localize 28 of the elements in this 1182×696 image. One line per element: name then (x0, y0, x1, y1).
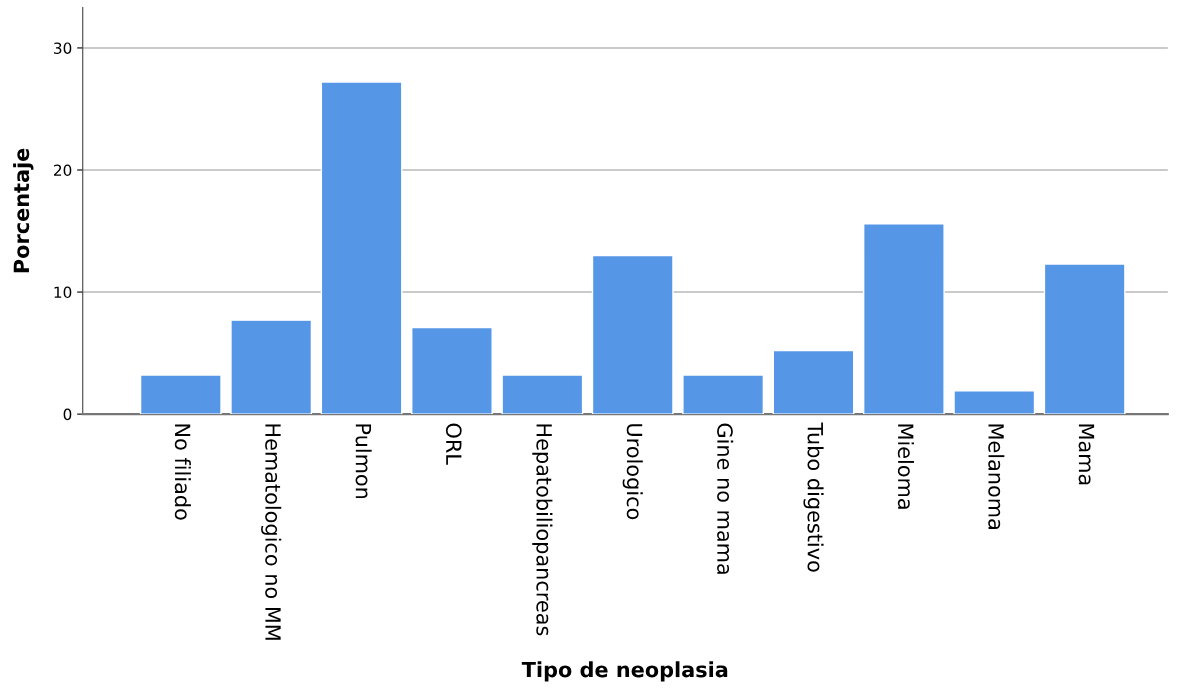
bar (501, 374, 584, 415)
bar (772, 349, 855, 415)
x-axis-title: Tipo de neoplasia (521, 661, 728, 682)
y-tick-label: 20 (54, 164, 72, 177)
bar (411, 326, 493, 415)
x-tick-label: Mieloma (897, 424, 914, 509)
bar (230, 319, 313, 415)
x-tick-label: Pulmon (355, 424, 372, 499)
x-tick-label: ORL (445, 423, 462, 465)
x-tick-label: Gine no mama (717, 423, 734, 574)
bar (591, 254, 674, 415)
x-tick-label: No filiado (174, 424, 191, 520)
x-tick-label: Hematologico no MM (261, 424, 282, 640)
bar (862, 223, 945, 415)
x-tick-label: Hepatobiliopancreas (532, 424, 553, 636)
bar (1043, 263, 1126, 415)
y-axis-title: Porcentaje (13, 148, 34, 273)
y-tick-label: 30 (54, 42, 72, 54)
bar (139, 374, 222, 415)
bar (320, 81, 403, 415)
y-tick-label: 0 (63, 408, 72, 421)
bar (953, 390, 1036, 415)
x-tick-label: Melanoma (988, 424, 1005, 529)
y-tick-label: 10 (54, 286, 72, 299)
bar (682, 374, 765, 415)
x-tick-label: Mama (1078, 424, 1095, 485)
x-tick-label: Urologico (622, 424, 643, 520)
x-tick-label: Tubo digestivo (803, 422, 824, 572)
